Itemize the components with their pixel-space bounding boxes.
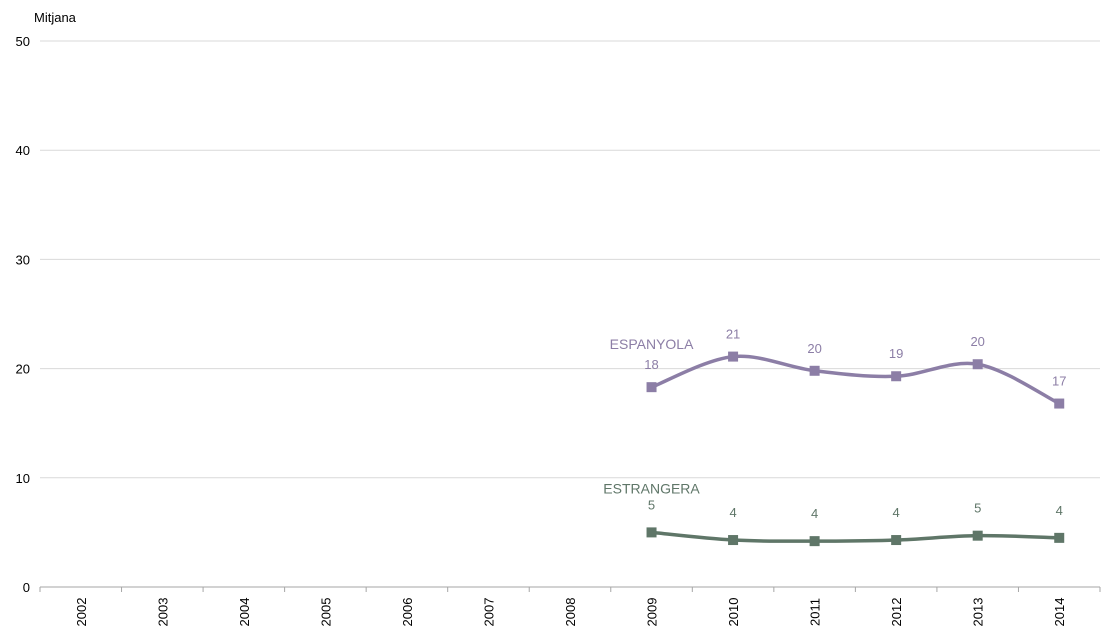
data-label: 4 <box>729 505 736 520</box>
y-tick-label: 40 <box>16 143 30 158</box>
data-point <box>891 371 902 382</box>
data-point <box>728 535 739 546</box>
data-point <box>972 359 983 370</box>
data-point <box>1054 398 1065 409</box>
x-axis-ticks: 2002 2003 2004 2005 2006 2007 2008 2009 2010 2011… <box>39 587 1101 627</box>
x-tick-label: 2008 <box>563 598 578 627</box>
x-tick-label: 2009 <box>645 598 660 627</box>
data-label: 20 <box>807 341 821 356</box>
data-point <box>809 536 820 547</box>
y-tick-label: 20 <box>16 362 30 377</box>
data-label: 21 <box>726 327 740 342</box>
y-axis-ticks: 0 10 20 30 40 50 <box>16 34 30 595</box>
x-tick-label: 2012 <box>889 598 904 627</box>
x-tick-label: 2010 <box>726 598 741 627</box>
x-tick-label: 2005 <box>318 598 333 627</box>
data-label: 5 <box>974 501 981 516</box>
x-tick-label: 2006 <box>400 598 415 627</box>
data-label: 4 <box>1056 503 1063 518</box>
series-espanyola: 18 21 20 19 20 17 ESPANYOLA <box>610 327 1066 409</box>
series-group: 18 21 20 19 20 17 ESPANYOLA 5 4 4 4 5 4 ESTRANGERA <box>603 327 1066 547</box>
data-label: 20 <box>970 334 984 349</box>
y-tick-label: 0 <box>23 580 30 595</box>
data-point <box>972 530 983 541</box>
x-tick-label: 2007 <box>481 598 496 627</box>
data-point <box>1054 532 1065 543</box>
series-label: ESTRANGERA <box>603 480 700 496</box>
x-tick-label: 2013 <box>971 598 986 627</box>
data-point <box>891 535 902 546</box>
series-estrangera: 5 4 4 4 5 4 ESTRANGERA <box>603 480 1065 547</box>
data-label: 19 <box>889 346 903 361</box>
x-tick-label: 2004 <box>237 598 252 627</box>
data-point <box>646 527 657 538</box>
data-label: 5 <box>648 497 655 512</box>
x-tick-label: 2011 <box>808 598 823 626</box>
x-tick-label: 2014 <box>1052 598 1067 627</box>
data-label: 4 <box>811 506 818 521</box>
data-point <box>728 351 739 362</box>
y-tick-label: 30 <box>16 252 30 267</box>
series-label: ESPANYOLA <box>610 336 694 352</box>
data-label: 4 <box>893 505 900 520</box>
x-tick-label: 2003 <box>155 598 170 627</box>
x-tick-label: 2002 <box>74 598 89 627</box>
series-line <box>649 530 1061 543</box>
series-line <box>649 354 1061 406</box>
y-tick-label: 10 <box>16 471 30 486</box>
y-tick-label: 50 <box>16 34 30 49</box>
data-point <box>809 365 820 376</box>
data-label: 17 <box>1052 374 1066 389</box>
y-axis-title: Mitjana <box>34 10 77 25</box>
data-point <box>646 382 657 393</box>
gridlines <box>40 40 1100 588</box>
data-label: 18 <box>644 357 658 372</box>
